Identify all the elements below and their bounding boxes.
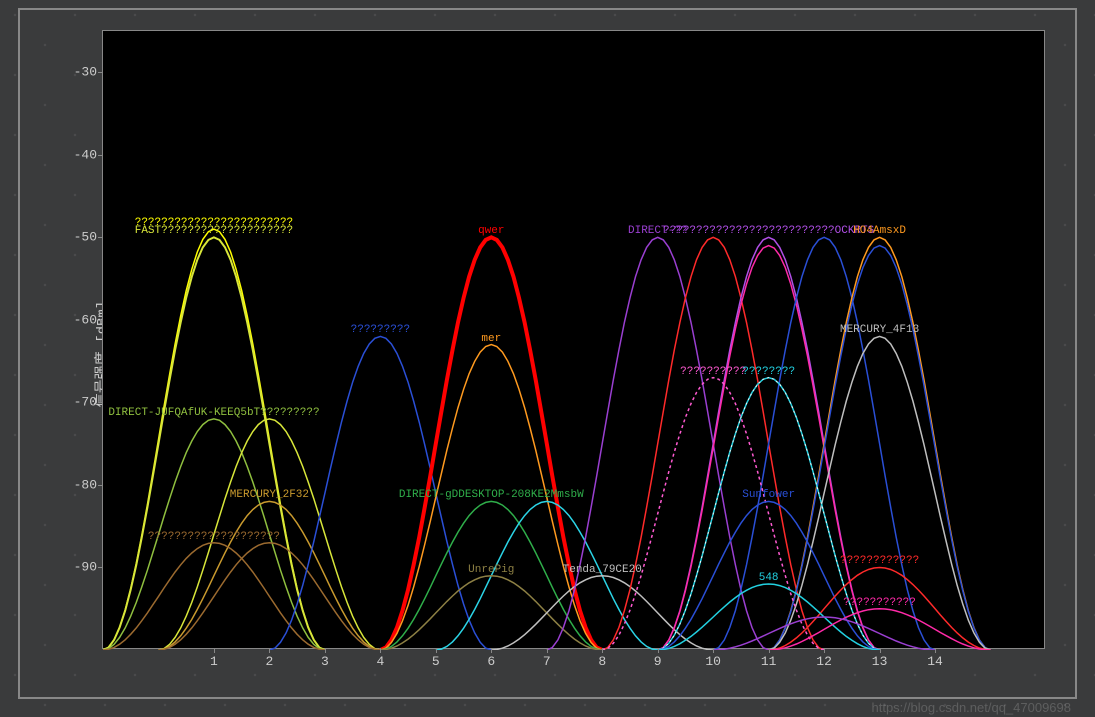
network-label: ??????????????????????????OCKRTS <box>663 225 874 237</box>
network-label: HO4AmsxD <box>853 225 906 237</box>
chart-panel: 信号强度 [dBm] -30-40-50-60-70-80-9012345678… <box>18 8 1077 699</box>
network-label: 548 <box>759 572 779 584</box>
network-label: FAST???????????????????? <box>135 225 293 237</box>
network-label: ???????????????????? <box>148 531 280 543</box>
y-tick-label: -60 <box>74 312 97 327</box>
network-label: ?????????? <box>680 366 746 378</box>
x-tick-label: 4 <box>376 654 384 669</box>
x-tick-label: 3 <box>321 654 329 669</box>
x-tick-label: 6 <box>487 654 495 669</box>
network-label: DIRECT-JUFQAfUK-KEEQ5bT????????? <box>108 407 319 419</box>
network-label: MERCURY_2F32 <box>230 489 309 501</box>
network-label: ???????????? <box>840 555 919 567</box>
x-tick-label: 14 <box>927 654 943 669</box>
network-label: qwer <box>478 225 504 237</box>
network-curve <box>769 609 991 650</box>
network-label: DIRECT-gDDESKTOP-208KE2MmsbW <box>399 489 584 501</box>
x-tick-label: 11 <box>761 654 777 669</box>
network-label: ????????? <box>351 324 410 336</box>
y-tick-label: -90 <box>74 560 97 575</box>
watermark-text: https://blog.csdn.net/qq_47009698 <box>872 700 1072 715</box>
x-tick-label: 9 <box>654 654 662 669</box>
y-tick-label: -30 <box>74 65 97 80</box>
x-tick-label: 13 <box>872 654 888 669</box>
y-tick-label: -50 <box>74 230 97 245</box>
network-label: ???????? <box>742 366 795 378</box>
plot-area: -30-40-50-60-70-80-901234567891011121314… <box>102 30 1045 649</box>
x-tick-label: 10 <box>705 654 721 669</box>
x-tick-label: 7 <box>543 654 551 669</box>
network-curve <box>713 617 935 650</box>
network-label: Tenda_79CE20 <box>563 564 642 576</box>
network-label: UnrePig <box>468 564 514 576</box>
network-curve <box>103 237 325 650</box>
x-tick-label: 8 <box>598 654 606 669</box>
network-label: MERCURY_4F13 <box>840 324 919 336</box>
network-label: mer <box>481 333 501 345</box>
x-tick-label: 1 <box>210 654 218 669</box>
network-label: Sunfower <box>742 489 795 501</box>
network-label: ??????????? <box>843 597 916 609</box>
x-tick-label: 2 <box>266 654 274 669</box>
y-tick-label: -70 <box>74 395 97 410</box>
y-tick-label: -40 <box>74 147 97 162</box>
x-tick-label: 5 <box>432 654 440 669</box>
x-tick-label: 12 <box>816 654 832 669</box>
y-tick-label: -80 <box>74 477 97 492</box>
